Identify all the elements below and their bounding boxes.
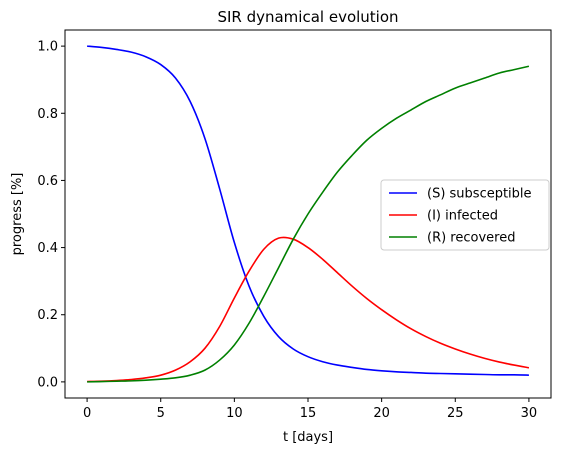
- y-axis-label: progress [%]: [10, 173, 25, 256]
- legend-label-0: (S) subsceptible: [427, 187, 532, 202]
- series-line-0: [87, 45, 529, 376]
- x-tick-label: 0: [83, 406, 91, 421]
- x-axis-label: t [days]: [283, 430, 333, 445]
- x-tick-label: 25: [447, 406, 464, 421]
- legend-label-2: (R) recovered: [427, 231, 515, 246]
- x-tick-label: 15: [300, 406, 317, 421]
- legend-box: [380, 179, 550, 251]
- y-tick-label: 0.4: [37, 241, 58, 256]
- series-lines: [87, 45, 530, 383]
- y-tick-label: 0.2: [37, 308, 58, 323]
- y-tick-label: 1.0: [37, 40, 58, 55]
- series-line-1: [87, 236, 530, 383]
- legend-label-1: (I) infected: [427, 209, 498, 224]
- x-tick-label: 5: [157, 406, 165, 421]
- x-tick-label: 30: [521, 406, 538, 421]
- chart-title: SIR dynamical evolution: [217, 8, 398, 26]
- x-axis-ticks: 0 5 10 15 20 25 30: [83, 398, 537, 421]
- y-tick-label: 0.8: [37, 107, 58, 122]
- x-tick-label: 10: [226, 406, 243, 421]
- y-axis-ticks: 0.0 0.2 0.4 0.6 0.8 1.0: [37, 40, 65, 390]
- x-tick-label: 20: [373, 406, 390, 421]
- series-line-2: [87, 65, 530, 383]
- y-tick-label: 0.6: [37, 174, 58, 189]
- y-tick-label: 0.0: [37, 375, 58, 390]
- legend: (S) subsceptible (I) infected (R) recovere…: [380, 179, 550, 251]
